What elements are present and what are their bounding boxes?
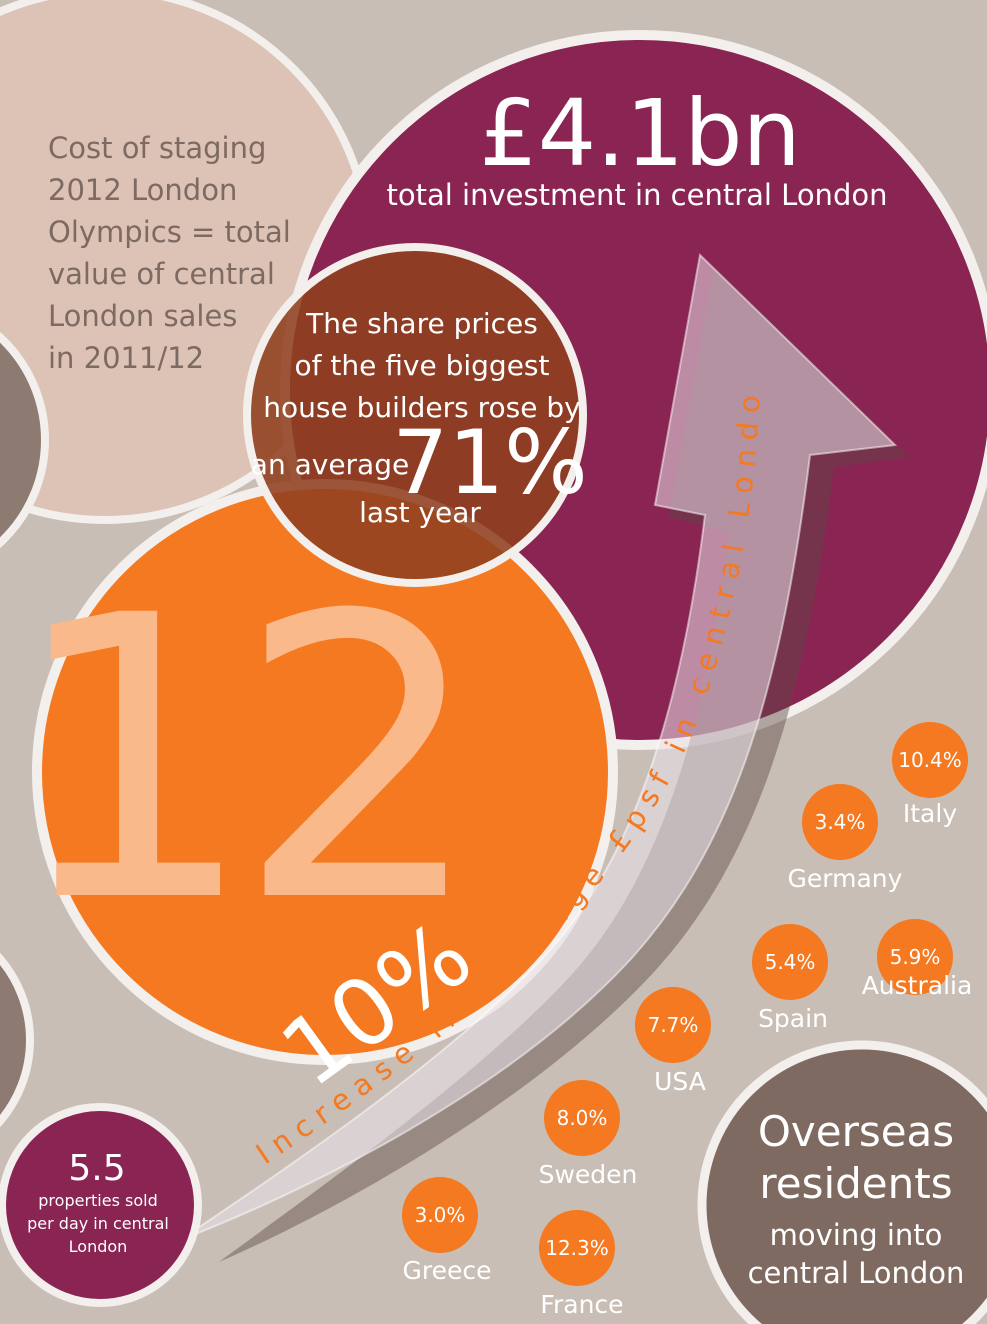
country-share: 12.3% [545,1236,609,1260]
grey-circle [0,952,34,1128]
olympics-line: London sales [48,299,237,333]
country-bubble [402,1177,478,1253]
share-text: The share prices of the five biggest house… [263,307,581,424]
properties-line: London [69,1237,128,1256]
country-name: Australia [862,971,973,1000]
grey-circle [0,331,49,549]
country-share: 8.0% [557,1106,608,1130]
share-price-circle [243,243,587,587]
country-bubble [635,987,711,1063]
country-share: 5.4% [765,950,816,974]
country-share: 3.0% [415,1203,466,1227]
arrow [179,252,898,1241]
country-name: Germany [788,864,903,893]
country-share: 5.9% [890,945,941,969]
country-bubble [802,784,878,860]
country-bubble [877,919,953,995]
share-value: 71% [392,411,588,514]
country-bubble [752,924,828,1000]
olympics-line: in 2011/12 [48,341,204,375]
overseas-subtitle: central London [748,1256,965,1290]
country-share: 7.7% [648,1013,699,1037]
overseas-title: residents [759,1159,952,1208]
country-share: 10.4% [898,748,962,772]
country-bubble [539,1210,615,1286]
country-name: Greece [403,1256,492,1285]
big-number: 12 [8,533,464,987]
countries: 10.4% Italy 3.4% Germany 5.4% Spain 5.9%Austra… [402,722,972,1319]
country-name: Sweden [539,1160,638,1189]
country-name: USA [654,1067,706,1096]
country-name: Spain [758,1004,828,1033]
share-line: house builders rose by [263,391,581,424]
investment-label: total investment in central London [387,178,888,212]
country-bubble [892,722,968,798]
olympics-line: 2012 London [48,173,237,207]
country-share: 3.4% [815,810,866,834]
investment-value: £4.1bn [479,80,801,187]
country-name: France [540,1290,623,1319]
properties-line: properties sold [38,1191,157,1210]
properties-text: properties sold per day in central London [27,1191,169,1256]
olympics-line: Cost of staging [48,131,266,165]
share-line: of the five biggest [295,349,550,382]
country-bubble [544,1080,620,1156]
overseas-circle [697,1040,987,1324]
properties-line: per day in central [27,1214,169,1233]
share-prefix: an average [251,448,409,481]
properties-value: 5.5 [68,1148,125,1189]
country-name: Italy [903,799,957,828]
overseas-title: Overseas [758,1107,954,1156]
share-line: The share prices [305,307,538,340]
properties-circle [0,1103,202,1307]
overseas-subtitle: moving into [770,1218,943,1252]
share-suffix: last year [359,496,481,529]
olympics-line: value of central [48,257,275,291]
olympics-text: Cost of staging 2012 London Olympics = tot… [48,131,291,375]
olympics-line: Olympics = total [48,215,291,249]
